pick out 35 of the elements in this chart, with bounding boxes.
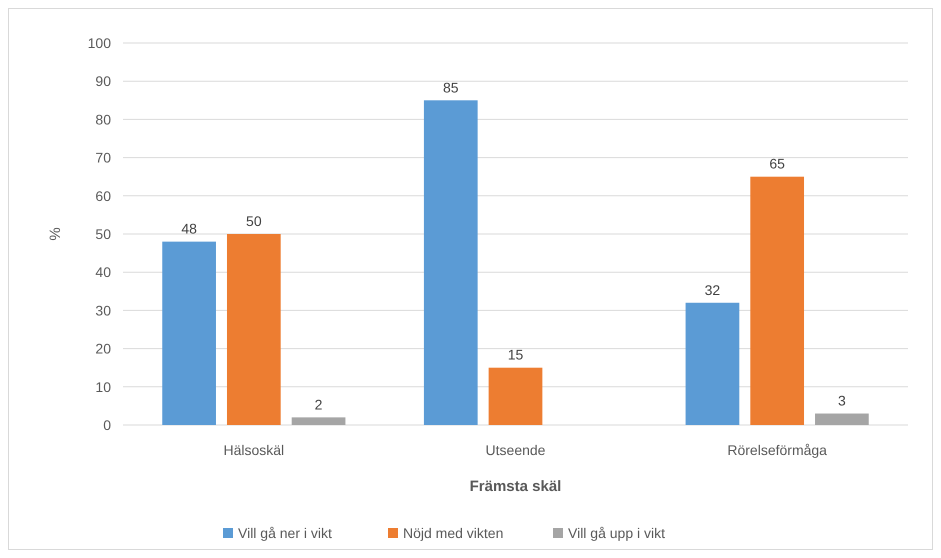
data-label: 3 [838,392,846,409]
legend-label: Vill gå ner i vikt [238,525,332,541]
y-tick-label: 80 [95,111,112,128]
data-label: 15 [508,346,524,363]
bar [424,100,478,425]
y-tick-label: 20 [95,340,112,357]
x-tick-label: Utseende [486,442,546,458]
data-label: 85 [442,79,459,96]
bar [815,414,869,425]
data-label: 32 [704,282,720,298]
data-label: 48 [181,220,198,237]
x-tick-label: Rörelseförmåga [727,442,828,458]
data-label: 2 [314,396,323,412]
bar [488,368,542,425]
bar [226,234,281,425]
y-tick-label: 0 [103,417,112,433]
y-axis-title: % [47,227,64,241]
y-tick-label: 60 [95,188,112,204]
data-label: 50 [246,213,262,229]
bar [292,417,346,425]
y-tick-label: 50 [95,226,112,242]
y-tick-label: 40 [95,264,112,280]
legend-label: Vill gå upp i vikt [568,525,666,541]
legend-label: Nöjd med vikten [403,525,504,541]
y-tick-label: 100 [88,35,112,51]
y-tick-label: 70 [95,150,112,166]
x-axis-title: Främsta skäl [470,478,562,495]
bar [750,176,804,425]
x-tick-label: Hälsoskäl [223,442,284,458]
data-label: 65 [769,156,786,172]
y-tick-label: 30 [95,302,112,318]
y-tick-label: 10 [95,378,112,395]
bar [686,302,740,425]
y-tick-label: 90 [95,73,112,90]
bar [162,242,216,425]
